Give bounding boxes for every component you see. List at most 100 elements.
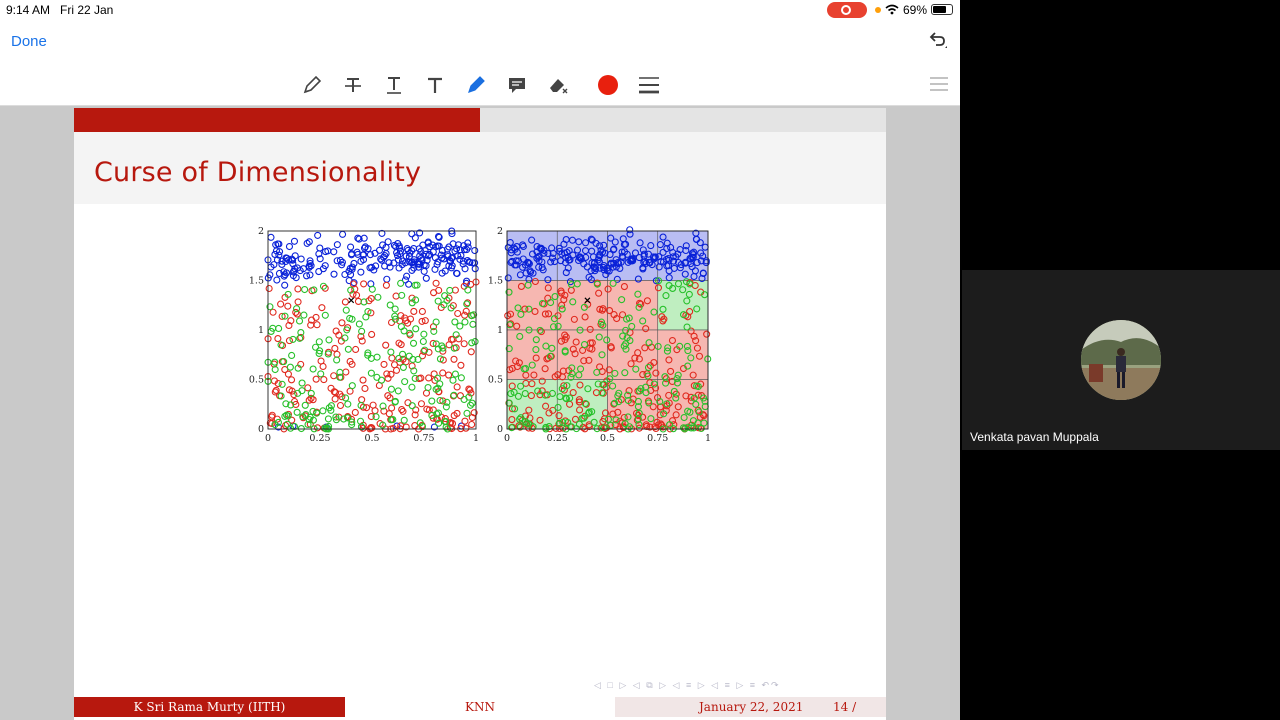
point [408, 383, 416, 391]
point [469, 320, 477, 328]
point [361, 384, 369, 393]
line-width-icon[interactable] [638, 74, 660, 96]
point [366, 264, 374, 272]
point [612, 416, 620, 424]
point [703, 330, 711, 338]
point [561, 336, 569, 344]
point [416, 419, 424, 427]
point [621, 369, 629, 377]
point [466, 258, 474, 266]
point [654, 342, 662, 350]
point [551, 293, 559, 301]
comment-icon[interactable] [506, 74, 528, 96]
text-icon[interactable] [424, 74, 446, 96]
point [634, 290, 642, 298]
point [627, 360, 635, 368]
point [290, 237, 299, 245]
point [634, 397, 642, 406]
eraser-icon[interactable] [548, 74, 570, 96]
scatter-plot-2: 0 0.25 0.5 0.75 1 0 0.5 1 1.5 2 [488, 226, 712, 444]
point [284, 370, 292, 378]
point [315, 338, 323, 346]
point [605, 307, 614, 315]
underline-text-icon[interactable] [383, 74, 405, 96]
point [348, 418, 356, 426]
point [636, 299, 644, 307]
participant-video-tile[interactable]: Venkata pavan Muppala [962, 270, 1280, 450]
point [343, 326, 351, 334]
ipad-screen: 9:14 AM Fri 22 Jan 69% Done [0, 0, 960, 720]
point [301, 401, 309, 409]
point [419, 337, 427, 346]
strikethrough-text-icon[interactable] [342, 74, 364, 96]
point [434, 242, 442, 250]
point [292, 308, 300, 316]
point [619, 332, 627, 340]
screen-recording-indicator[interactable] [827, 2, 867, 18]
point [382, 281, 390, 289]
point [452, 331, 460, 339]
point [306, 257, 314, 265]
point [336, 390, 344, 398]
point [347, 243, 355, 251]
point [368, 330, 376, 338]
point [699, 394, 708, 402]
point [281, 271, 289, 279]
point [357, 423, 366, 431]
point [523, 419, 531, 427]
point [525, 305, 533, 313]
point [309, 396, 317, 404]
point [336, 373, 344, 381]
done-button[interactable]: Done [11, 33, 47, 50]
point [662, 255, 671, 263]
beamer-navigation-symbols[interactable]: ◁ □ ▷ ◁ ⧉ ▷ ◁ ≡ ▷ ◁ ≡ ▷ ≡ ↶↷ [594, 680, 781, 690]
point [521, 305, 529, 313]
point [391, 315, 399, 323]
point [647, 242, 655, 250]
point [691, 267, 699, 275]
point [280, 358, 288, 366]
point [351, 408, 359, 417]
point [504, 274, 512, 282]
point [682, 242, 690, 250]
point [699, 269, 707, 277]
footer-page: 14 / [833, 700, 857, 714]
highlighter-icon[interactable] [465, 74, 487, 96]
point [582, 400, 590, 408]
point [538, 377, 546, 385]
point [619, 311, 627, 319]
point [537, 328, 545, 336]
point [527, 392, 535, 400]
point [549, 406, 557, 414]
point [519, 242, 527, 251]
point [435, 233, 443, 241]
point [687, 354, 695, 362]
pencil-icon[interactable] [301, 74, 323, 96]
point [463, 409, 471, 417]
point [536, 326, 544, 334]
point [380, 407, 388, 415]
point [282, 400, 290, 408]
point [672, 411, 680, 419]
point [313, 424, 322, 432]
point [309, 365, 317, 373]
undo-icon[interactable] [926, 30, 948, 52]
point [447, 304, 455, 312]
point [396, 358, 404, 366]
point [556, 393, 564, 401]
point [644, 250, 652, 258]
point [353, 291, 361, 299]
point [285, 337, 293, 345]
point [288, 351, 296, 360]
point [672, 394, 680, 402]
point [387, 348, 395, 356]
x-tick-label: 0.75 [647, 433, 668, 444]
point [406, 315, 415, 323]
outline-list-icon[interactable] [930, 76, 948, 92]
color-picker[interactable] [597, 74, 619, 96]
point [614, 259, 622, 267]
point [555, 419, 563, 427]
point [430, 423, 438, 431]
point [348, 265, 356, 273]
point [634, 349, 642, 357]
